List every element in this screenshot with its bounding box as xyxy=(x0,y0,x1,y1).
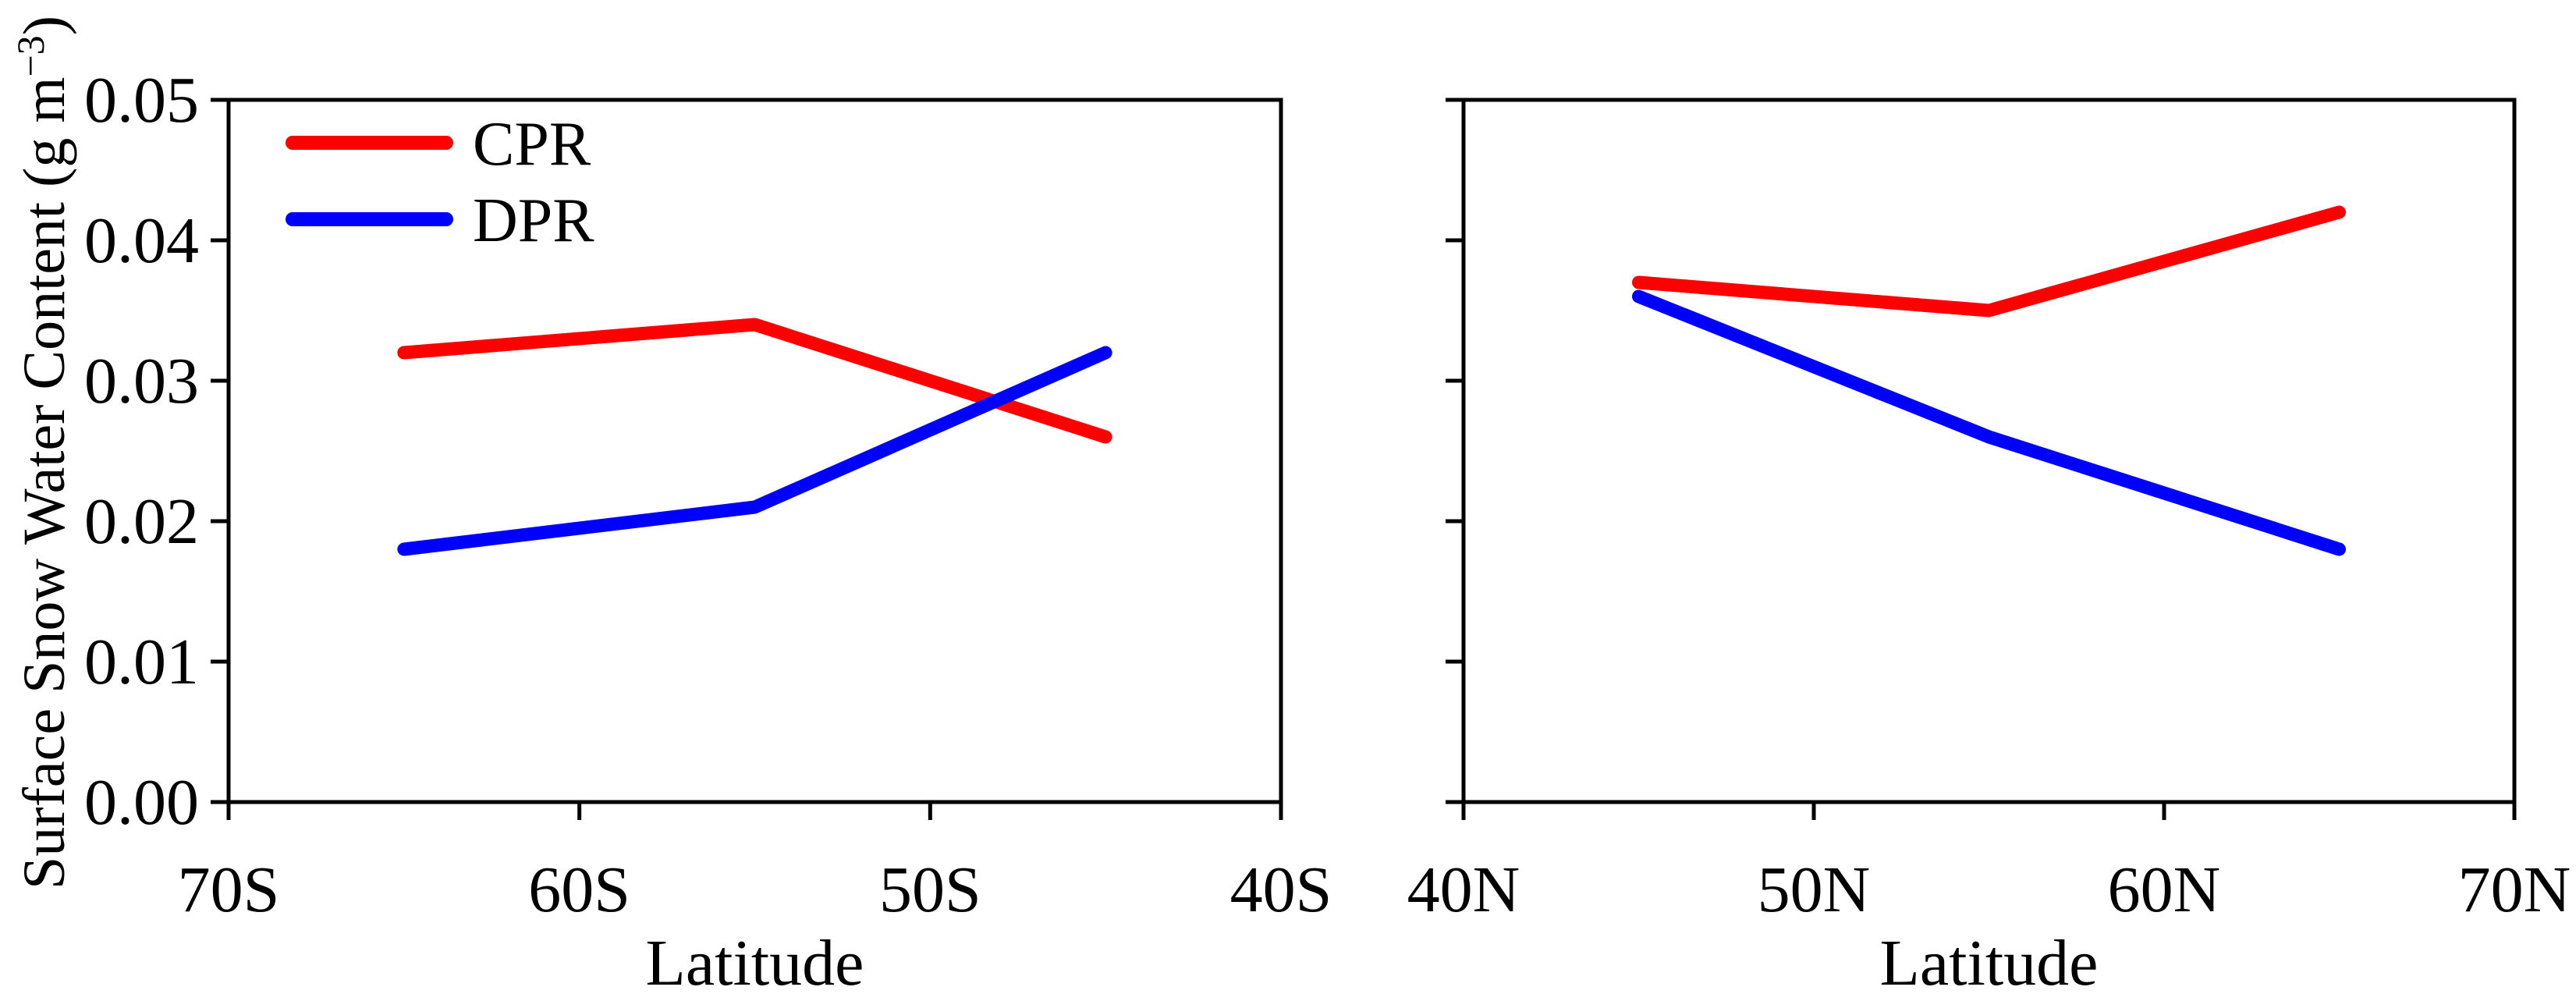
y-tick-label: 0.05 xyxy=(84,64,199,137)
x-tick-label: 60S xyxy=(528,854,630,926)
y-tick-label: 0.03 xyxy=(84,345,199,417)
series-line-dpr xyxy=(397,346,1112,556)
legend-label-dpr: DPR xyxy=(473,186,594,255)
x-tick-label: 60N xyxy=(2108,854,2221,926)
x-axis-title: Latitude xyxy=(1880,927,2099,999)
x-tick-label: 70N xyxy=(2458,854,2571,926)
y-tick-label: 0.00 xyxy=(84,766,199,839)
y-axis-title-superscript: −3 xyxy=(9,35,52,76)
legend-label-cpr: CPR xyxy=(473,110,591,179)
x-tick-label: 50S xyxy=(879,854,981,926)
y-tick-label: 0.04 xyxy=(84,204,199,277)
panel-southern-hemisphere: 0.00 0.01 0.02 0.03 0.04 0.05 70S 60S 50S 40S Lati… xyxy=(84,64,1332,999)
series-line-dpr xyxy=(1632,289,2346,556)
series-line-cpr xyxy=(1632,205,2346,318)
panel-frame xyxy=(226,98,1283,804)
x-tick-label: 50N xyxy=(1758,854,1871,926)
x-tick-label: 40N xyxy=(1407,854,1520,926)
y-axis-title-close: ) xyxy=(12,16,77,35)
panel-frame xyxy=(1461,98,2517,804)
y-axis-title: Surface Snow Water Content (g m−3) xyxy=(9,16,77,889)
x-tick-label: 70S xyxy=(178,854,280,926)
y-tick-label: 0.01 xyxy=(84,626,199,698)
series-line-cpr xyxy=(397,318,1112,444)
y-axis-title-main: Surface Snow Water Content (g m xyxy=(12,77,77,889)
panel-northern-hemisphere: 40N 50N 60N 70N Latitude xyxy=(1407,98,2571,999)
x-tick-label: 40S xyxy=(1230,854,1332,926)
y-tick-label: 0.02 xyxy=(84,485,199,558)
x-axis-title: Latitude xyxy=(646,927,864,999)
legend: CPR DPR xyxy=(286,110,594,255)
